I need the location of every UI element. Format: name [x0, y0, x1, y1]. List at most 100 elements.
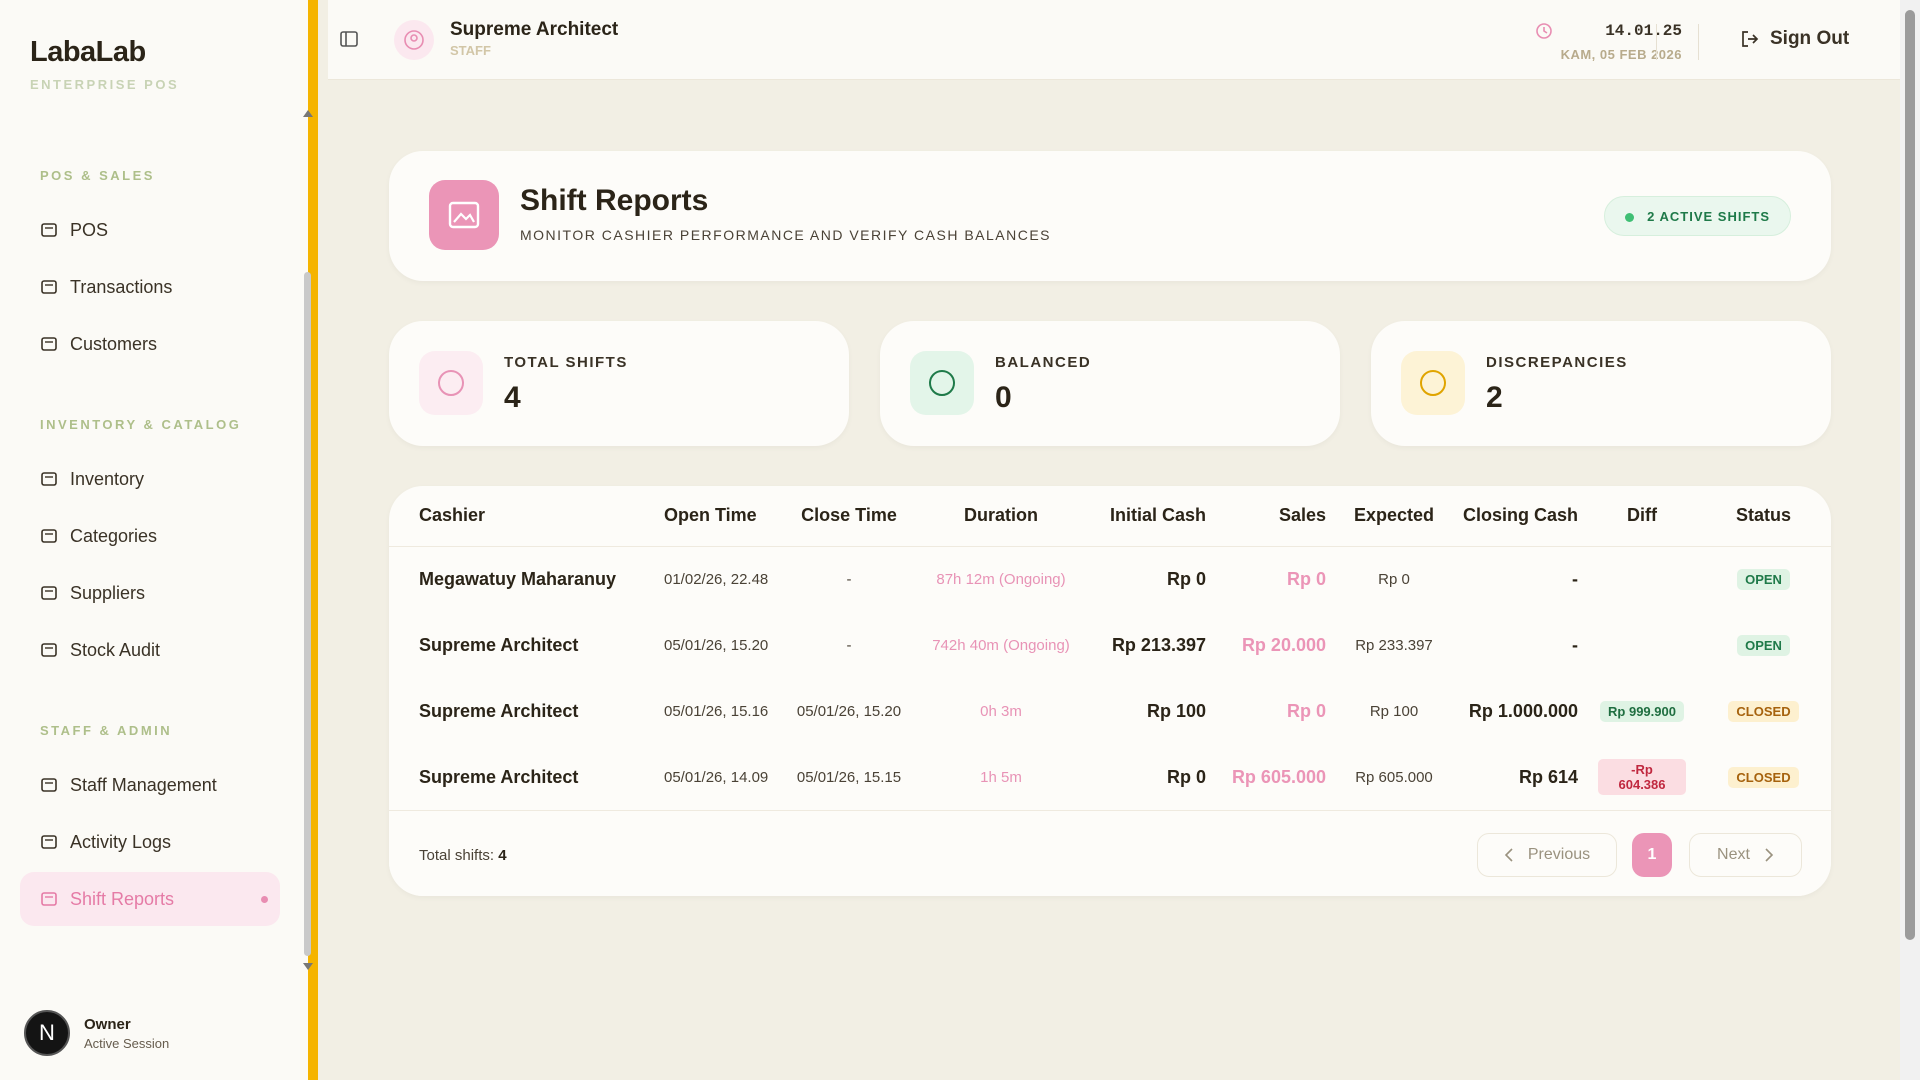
nav-label: Customers — [70, 333, 158, 354]
table-cell: 87h 12m (Ongoing) — [936, 570, 1066, 588]
toggle-sidebar[interactable] — [340, 31, 358, 47]
table-cell: Megawatuy Maharanuy — [419, 568, 617, 589]
table-cell: - — [846, 636, 852, 654]
status-badge: CLOSED — [1728, 766, 1799, 788]
nav-item[interactable]: Customers — [20, 317, 280, 371]
column-header: Cashier — [389, 486, 654, 547]
next-label: Next — [1717, 846, 1750, 863]
nav-item[interactable]: POS — [20, 203, 280, 257]
page-title: Shift Reports — [520, 184, 709, 217]
stat-label: BALANCED — [995, 354, 1092, 371]
table-cell: Rp 0 — [1286, 568, 1326, 589]
table-cell: Rp 999.900 — [1588, 678, 1696, 744]
nav-item[interactable]: Categories — [20, 509, 280, 563]
nav-label: Suppliers — [70, 582, 146, 603]
column-header: Open Time — [654, 486, 782, 547]
table-cell: Rp 0 — [1286, 700, 1326, 721]
nav-label: Staff Management — [70, 774, 217, 795]
table-cell: Supreme Architect — [419, 634, 579, 655]
table-cell: -Rp 604.386 — [1588, 744, 1696, 810]
scroll-up[interactable] — [302, 108, 314, 118]
column-header: Diff — [1588, 486, 1696, 547]
sign-out-label: Sign Out — [1770, 28, 1850, 49]
diff-badge: -Rp 604.386 — [1598, 759, 1686, 795]
nav-section-title: STAFF & ADMIN — [40, 723, 173, 738]
nav-item[interactable]: Activity Logs — [20, 815, 280, 869]
nav-label: Shift Reports — [70, 888, 175, 909]
header-user-role: STAFF — [450, 43, 491, 58]
table-cell: OPEN — [1696, 612, 1831, 678]
user-card[interactable]: N Owner Active Session — [24, 1010, 169, 1056]
table-cell: Rp 0 — [1166, 766, 1206, 787]
avatar: N — [24, 1010, 70, 1056]
table-cell: Rp 100 — [1146, 700, 1206, 721]
table-cell: 05/01/26, 15.20 — [664, 636, 769, 654]
nav-label: Activity Logs — [70, 831, 172, 852]
table-cell: Rp 0 — [1166, 568, 1206, 589]
header-user-name: Supreme Architect — [450, 19, 619, 40]
column-header: Status — [1696, 486, 1831, 547]
nav-item[interactable]: Shift Reports — [20, 872, 280, 926]
stat-card: DISCREPANCIES 2 — [1371, 321, 1831, 446]
nav-label: Categories — [70, 525, 158, 546]
scroll-down[interactable] — [302, 962, 314, 972]
table-cell: Rp 100 — [1369, 702, 1419, 720]
table-row: Supreme Architect 05/01/26, 15.20 - 742h 40… — [389, 612, 1831, 678]
next-button[interactable]: Next — [1689, 833, 1802, 877]
nav-label: Stock Audit — [70, 639, 161, 660]
table-cell: OPEN — [1696, 546, 1831, 612]
diff-badge: Rp 999.900 — [1600, 700, 1684, 722]
table-cell: Supreme Architect — [419, 766, 579, 787]
sidebar-scrollbar — [304, 272, 311, 956]
table-row: Megawatuy Maharanuy 01/02/26, 22.48 - 87h 1… — [389, 546, 1831, 612]
nav-item[interactable]: Suppliers — [20, 566, 280, 620]
table-cell: - — [846, 570, 852, 588]
column-header: Sales — [1216, 486, 1336, 547]
table-cell: 0h 3m — [980, 702, 1022, 720]
table-row: Supreme Architect 05/01/26, 14.09 05/01/26… — [389, 744, 1831, 810]
column-header: Duration — [916, 486, 1086, 547]
separator — [1656, 24, 1657, 60]
table-cell: 01/02/26, 22.48 — [664, 570, 769, 588]
total-shifts: Total shifts: 4 — [419, 847, 507, 864]
nav-item[interactable]: Inventory — [20, 452, 280, 506]
previous-button[interactable]: Previous — [1477, 833, 1617, 877]
stat-card: BALANCED 0 — [880, 321, 1340, 446]
clock-icon — [1536, 23, 1552, 39]
nav-item[interactable]: Staff Management — [20, 758, 280, 812]
sign-out-icon — [1742, 31, 1759, 47]
table-cell: 05/01/26, 15.16 — [664, 702, 769, 720]
status-badge: OPEN — [1737, 634, 1790, 656]
table-cell: 1h 5m — [980, 768, 1022, 786]
table-footer: Total shifts: 4 Previous 1 Next — [389, 810, 1831, 896]
table-cell: 05/01/26, 15.20 — [796, 702, 902, 720]
status-badge: CLOSED — [1728, 700, 1799, 722]
sign-out[interactable]: Sign Out — [1740, 28, 1849, 50]
table-cell: Supreme Architect — [419, 700, 579, 721]
nav-item[interactable]: Stock Audit — [20, 623, 280, 677]
page-scrollbar — [1900, 0, 1920, 1080]
table-row: Supreme Architect 05/01/26, 15.16 05/01/26… — [389, 678, 1831, 744]
column-header: Expected — [1336, 486, 1452, 547]
table-cell: Rp 20.000 — [1241, 634, 1326, 655]
nav: POS & SALES POS Transactions Customers INVEN… — [20, 140, 280, 929]
column-header: Close Time — [782, 486, 916, 547]
table-cell: CLOSED — [1696, 678, 1831, 744]
sidebar: LabaLab ENTERPRISE POS POS & SALES POS Tra… — [0, 0, 318, 1080]
stat-value: 2 — [1486, 381, 1503, 414]
topbar: Supreme Architect STAFF 14.01.25 KAM, 05… — [328, 0, 1900, 80]
table-cell: 05/01/26, 14.09 — [664, 768, 769, 786]
brand-subtitle: ENTERPRISE POS — [30, 77, 180, 92]
table-cell: Rp 213.397 — [1111, 634, 1206, 655]
nav-item[interactable]: Transactions — [20, 260, 280, 314]
page-number: 1 — [1647, 846, 1657, 863]
clock-date: KAM, 05 FEB 2026 — [1560, 47, 1682, 62]
table-cell: Rp 233.397 — [1355, 636, 1433, 654]
page-button[interactable]: 1 — [1632, 833, 1672, 877]
stat-value: 4 — [504, 381, 521, 414]
previous-label: Previous — [1527, 846, 1591, 863]
total-label: Total shifts: — [419, 847, 495, 864]
brand: LabaLab — [30, 36, 146, 68]
stat-icon — [910, 351, 974, 415]
